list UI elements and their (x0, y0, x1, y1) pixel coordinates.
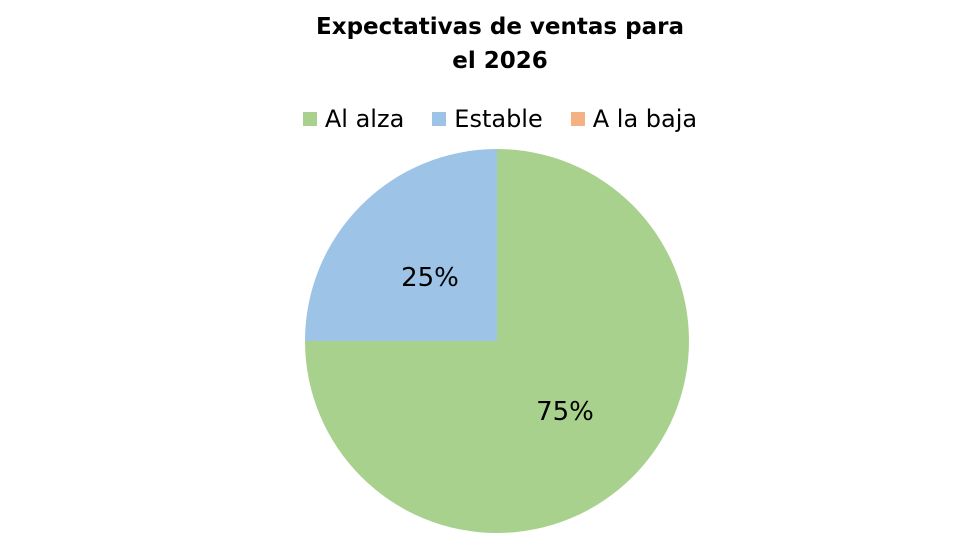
legend-label-estable: Estable (454, 105, 543, 133)
chart-legend: Al alza Estable A la baja (0, 104, 980, 134)
pie-slice-estable (305, 149, 497, 341)
legend-swatch-a-la-baja (570, 112, 585, 126)
chart-title: Expectativas de ventas para el 2026 (290, 10, 710, 78)
legend-label-a-la-baja: A la baja (592, 105, 698, 133)
legend-swatch-al-alza (302, 112, 317, 126)
legend-label-al-alza: Al alza (324, 105, 405, 133)
data-label-al-alza: 75% (536, 397, 594, 427)
chart-title-line-2: el 2026 (452, 48, 548, 74)
legend-item-estable: Estable (432, 105, 543, 133)
data-label-estable: 25% (401, 263, 459, 293)
legend-swatch-estable (432, 112, 447, 126)
legend-item-al-alza: Al alza (302, 105, 405, 133)
legend-item-a-la-baja: A la baja (570, 105, 698, 133)
chart-title-line-1: Expectativas de ventas para (316, 14, 684, 40)
